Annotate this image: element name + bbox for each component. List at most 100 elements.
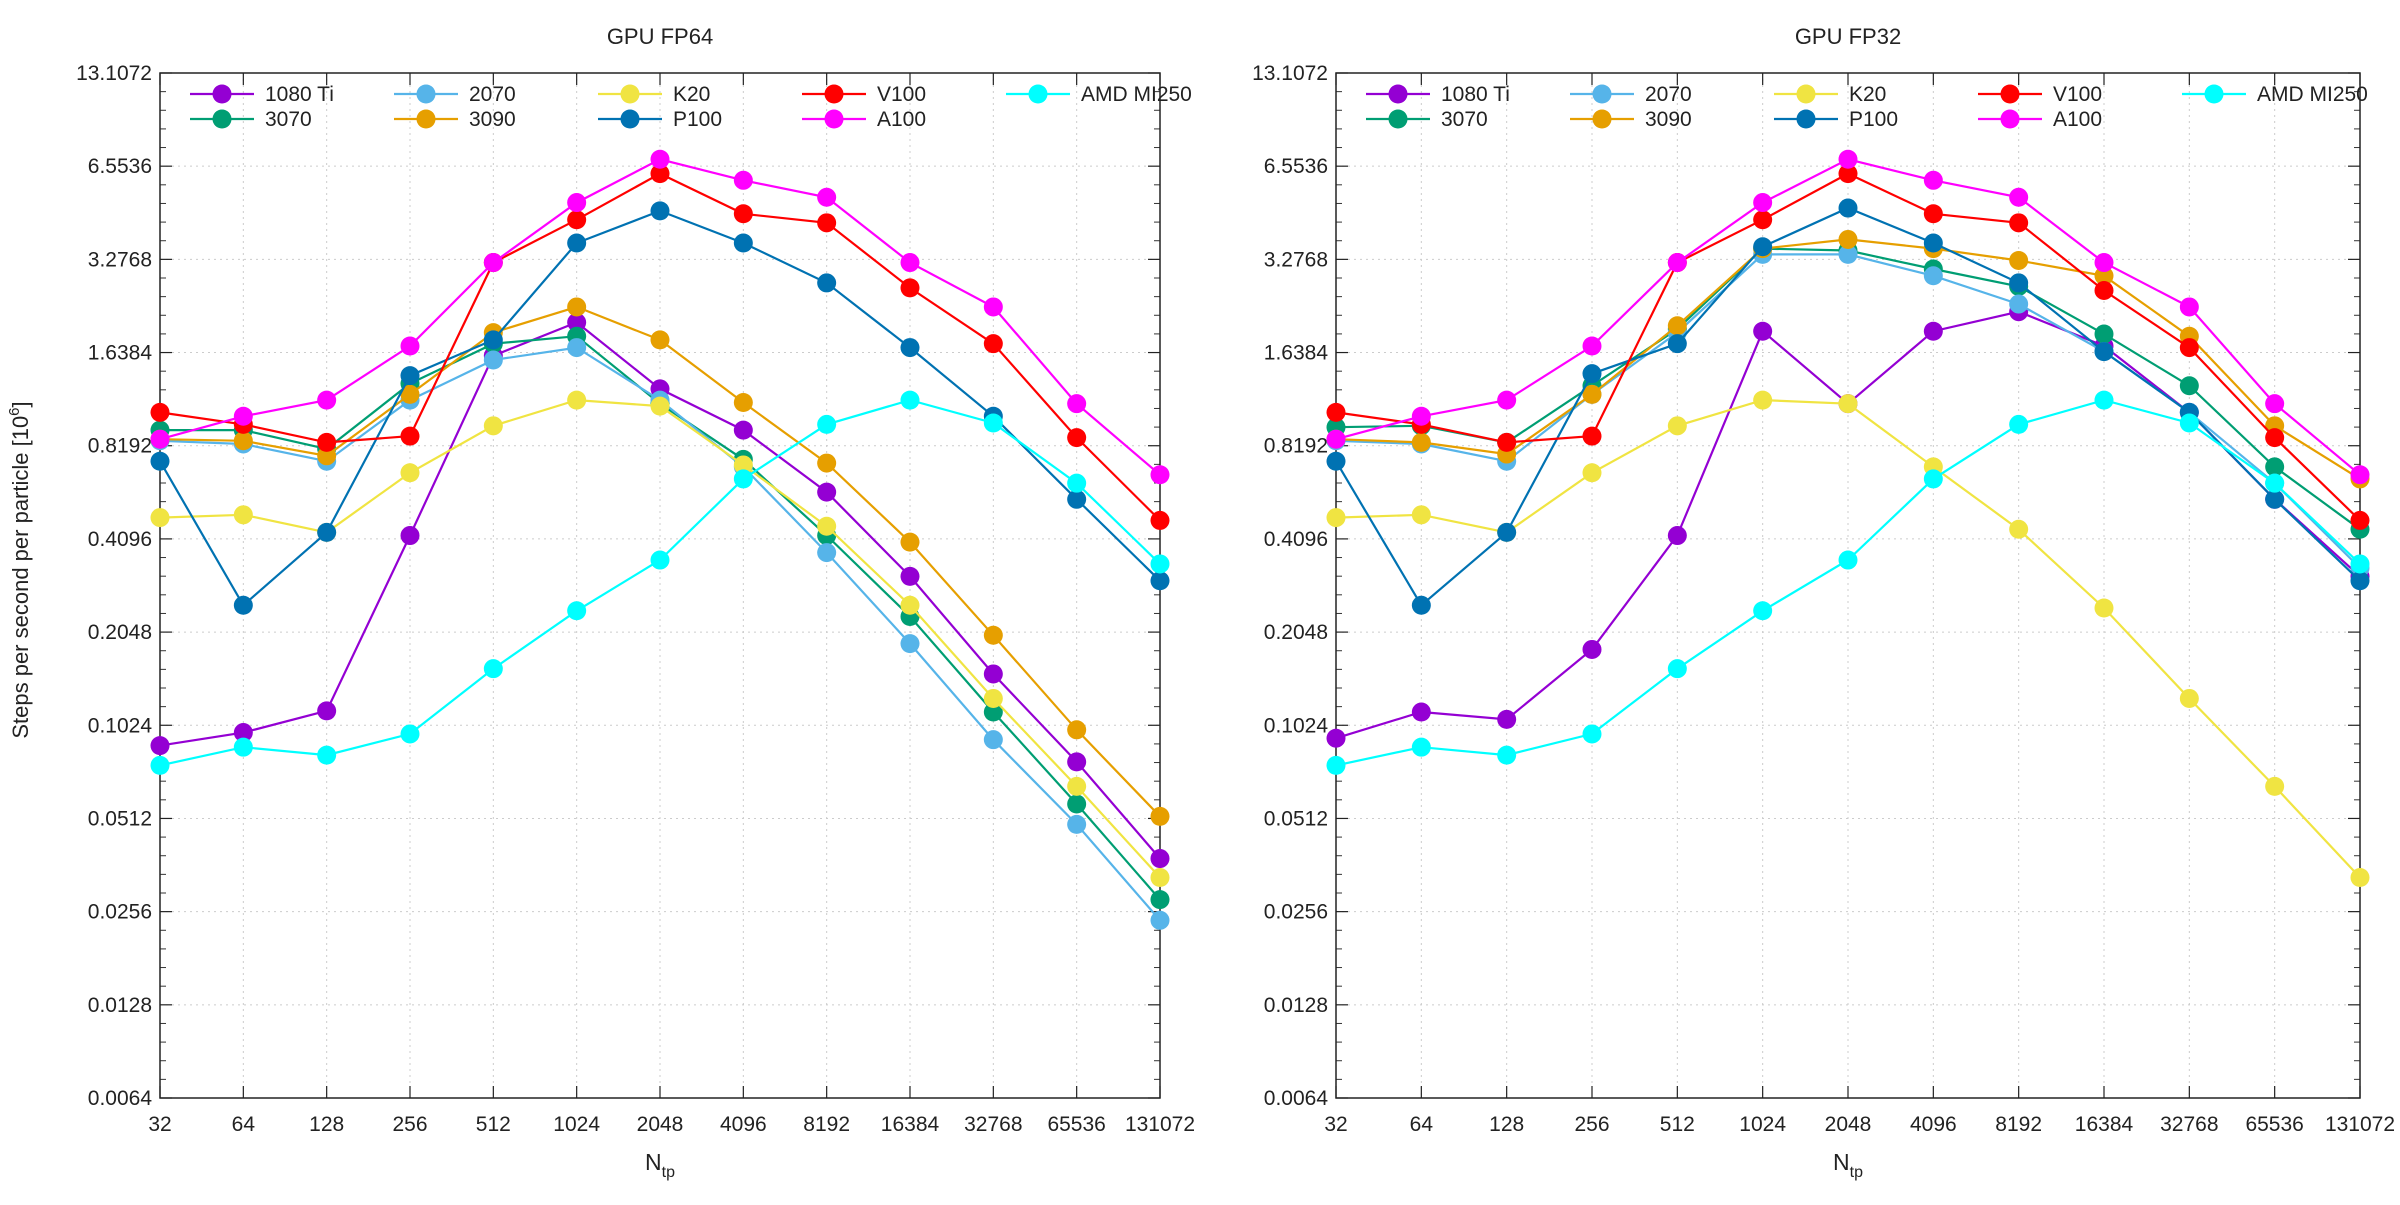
data-point bbox=[1753, 237, 1773, 257]
data-point bbox=[900, 566, 920, 586]
data-point bbox=[1667, 334, 1687, 354]
data-point bbox=[1582, 384, 1602, 404]
data-point bbox=[2265, 457, 2285, 477]
data-point bbox=[1411, 737, 1431, 757]
legend-label: A100 bbox=[2053, 108, 2102, 131]
x-axis-label-sub: tp bbox=[662, 1164, 675, 1181]
data-point bbox=[1150, 890, 1170, 910]
x-tick-label: 16384 bbox=[881, 1113, 940, 1136]
x-tick-label: 32768 bbox=[2160, 1113, 2218, 1136]
legend-swatch-marker bbox=[1388, 84, 1408, 104]
legend-swatch-marker bbox=[824, 109, 844, 129]
data-point bbox=[983, 730, 1003, 750]
data-point bbox=[1497, 390, 1517, 410]
legend-swatch-marker bbox=[1796, 84, 1816, 104]
data-point bbox=[1411, 432, 1431, 452]
data-point bbox=[650, 550, 670, 570]
legend-item: P100 bbox=[598, 108, 722, 131]
data-point bbox=[1150, 868, 1170, 888]
data-point bbox=[900, 253, 920, 273]
x-tick-label: 65536 bbox=[1047, 1113, 1105, 1136]
data-point bbox=[2350, 510, 2370, 530]
legend-label: 1080 Ti bbox=[265, 83, 334, 106]
data-point bbox=[1067, 794, 1087, 814]
legend-swatch-marker bbox=[620, 109, 640, 129]
data-point bbox=[1838, 229, 1858, 249]
data-point bbox=[1582, 336, 1602, 356]
data-point bbox=[1838, 198, 1858, 218]
data-point bbox=[1838, 244, 1858, 264]
legend-item: 3090 bbox=[1570, 108, 1692, 131]
data-point bbox=[1411, 595, 1431, 615]
chart-title: GPU FP64 bbox=[607, 24, 713, 49]
data-point bbox=[317, 701, 337, 721]
legend-item: 1080 Ti bbox=[190, 83, 334, 106]
data-point bbox=[2179, 688, 2199, 708]
data-point bbox=[1667, 253, 1687, 273]
data-point bbox=[2179, 297, 2199, 317]
series-p100 bbox=[1326, 198, 2370, 615]
data-point bbox=[233, 595, 253, 615]
data-point bbox=[1150, 554, 1170, 574]
data-point bbox=[2350, 571, 2370, 591]
series-amd-mi250 bbox=[1326, 390, 2370, 775]
data-point bbox=[1582, 724, 1602, 744]
x-tick-label: 1024 bbox=[553, 1113, 600, 1136]
legend-swatch-marker bbox=[212, 109, 232, 129]
legend-swatch-marker bbox=[416, 84, 436, 104]
data-point bbox=[817, 482, 837, 502]
data-point bbox=[1150, 849, 1170, 869]
data-point bbox=[900, 532, 920, 552]
x-tick-label: 64 bbox=[1410, 1113, 1434, 1136]
x-tick-label: 256 bbox=[392, 1113, 427, 1136]
legend-item: 1080 Ti bbox=[1366, 83, 1510, 106]
data-point bbox=[983, 297, 1003, 317]
data-point bbox=[567, 210, 587, 230]
series-line bbox=[160, 335, 1161, 901]
data-point bbox=[317, 522, 337, 542]
data-point bbox=[483, 330, 503, 350]
data-point bbox=[233, 431, 253, 451]
data-point bbox=[1326, 451, 1346, 471]
data-point bbox=[1582, 426, 1602, 446]
data-point bbox=[2265, 776, 2285, 796]
x-axis-label-main: N bbox=[1833, 1149, 1850, 1175]
data-point bbox=[567, 338, 587, 358]
legend-swatch-marker bbox=[824, 84, 844, 104]
legend-swatch-marker bbox=[1592, 84, 1612, 104]
data-point bbox=[567, 601, 587, 621]
data-point bbox=[2179, 413, 2199, 433]
data-point bbox=[1150, 571, 1170, 591]
legend-item: 2070 bbox=[1570, 83, 1692, 106]
y-tick-label: 0.0256 bbox=[1264, 901, 1328, 924]
data-point bbox=[150, 508, 170, 528]
data-point bbox=[817, 453, 837, 473]
x-tick-label: 512 bbox=[1660, 1113, 1695, 1136]
y-tick-label: 6.5536 bbox=[1264, 155, 1328, 178]
data-point bbox=[2265, 489, 2285, 509]
legend-label: 2070 bbox=[1645, 83, 1692, 106]
data-point bbox=[2094, 598, 2114, 618]
data-point bbox=[2009, 250, 2029, 270]
x-tick-label: 65536 bbox=[2245, 1113, 2303, 1136]
data-point bbox=[1753, 601, 1773, 621]
legend-label: V100 bbox=[2053, 83, 2102, 106]
data-point bbox=[983, 688, 1003, 708]
legend-item: K20 bbox=[598, 83, 710, 106]
data-point bbox=[1326, 755, 1346, 775]
data-point bbox=[1411, 702, 1431, 722]
legend-label: K20 bbox=[673, 83, 710, 106]
legend-item: P100 bbox=[1774, 108, 1898, 131]
data-point bbox=[1067, 814, 1087, 834]
data-point bbox=[1411, 505, 1431, 525]
data-point bbox=[733, 170, 753, 190]
data-point bbox=[1582, 364, 1602, 384]
data-point bbox=[567, 193, 587, 213]
x-tick-label: 131072 bbox=[2325, 1113, 2395, 1136]
data-point bbox=[1326, 402, 1346, 422]
data-point bbox=[400, 366, 420, 386]
data-point bbox=[2350, 868, 2370, 888]
data-point bbox=[983, 702, 1003, 722]
x-tick-label: 32 bbox=[148, 1113, 171, 1136]
